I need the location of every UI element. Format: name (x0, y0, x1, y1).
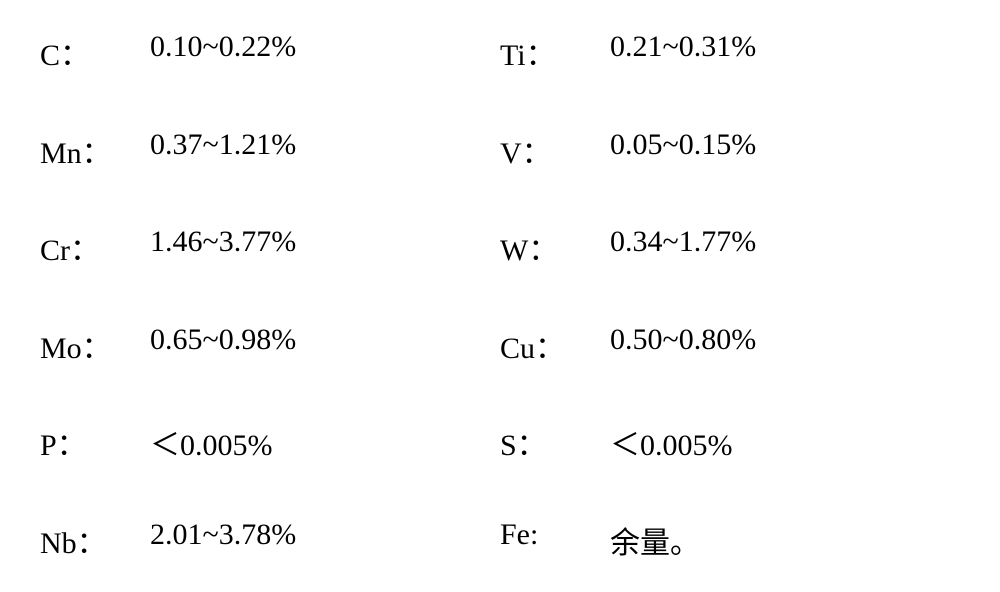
right-cell: V： 0.05~0.15% (500, 128, 960, 172)
element-value: 0.50~0.80% (610, 323, 756, 367)
right-cell: Ti： 0.21~0.31% (500, 30, 960, 74)
element-symbol: Nb： (40, 518, 150, 562)
element-value: 余量。 (610, 518, 700, 562)
element-symbol: Ti： (500, 30, 610, 74)
element-value: 0.65~0.98% (150, 323, 296, 367)
left-cell: Mo： 0.65~0.98% (40, 323, 500, 367)
composition-table: C： 0.10~0.22% Ti： 0.21~0.31% Mn： 0.37~1.… (40, 30, 960, 562)
element-value: 0.37~1.21% (150, 128, 296, 172)
right-cell: Fe: 余量。 (500, 518, 960, 562)
element-symbol: S： (500, 420, 610, 464)
right-cell: W： 0.34~1.77% (500, 225, 960, 269)
table-row: Mn： 0.37~1.21% V： 0.05~0.15% (40, 128, 960, 172)
left-cell: C： 0.10~0.22% (40, 30, 500, 74)
element-symbol: W： (500, 225, 610, 269)
element-symbol: Cu： (500, 323, 610, 367)
table-row: Nb： 2.01~3.78% Fe: 余量。 (40, 518, 960, 562)
element-value: 0.21~0.31% (610, 30, 756, 74)
element-symbol: C： (40, 30, 150, 74)
element-value: ＜0.005% (610, 420, 733, 464)
table-row: P： ＜0.005% S： ＜0.005% (40, 420, 960, 464)
element-symbol: Fe: (500, 518, 610, 562)
table-row: C： 0.10~0.22% Ti： 0.21~0.31% (40, 30, 960, 74)
element-value: 0.34~1.77% (610, 225, 756, 269)
left-cell: Nb： 2.01~3.78% (40, 518, 500, 562)
element-value: 2.01~3.78% (150, 518, 296, 562)
right-cell: Cu： 0.50~0.80% (500, 323, 960, 367)
table-row: Cr： 1.46~3.77% W： 0.34~1.77% (40, 225, 960, 269)
element-value: 1.46~3.77% (150, 225, 296, 269)
element-value: 0.05~0.15% (610, 128, 756, 172)
element-symbol: V： (500, 128, 610, 172)
right-cell: S： ＜0.005% (500, 420, 960, 464)
left-cell: Cr： 1.46~3.77% (40, 225, 500, 269)
element-symbol: Mo： (40, 323, 150, 367)
element-symbol: Mn： (40, 128, 150, 172)
left-cell: Mn： 0.37~1.21% (40, 128, 500, 172)
element-symbol: P： (40, 420, 150, 464)
element-value: 0.10~0.22% (150, 30, 296, 74)
table-row: Mo： 0.65~0.98% Cu： 0.50~0.80% (40, 323, 960, 367)
element-value: ＜0.005% (150, 420, 273, 464)
left-cell: P： ＜0.005% (40, 420, 500, 464)
element-symbol: Cr： (40, 225, 150, 269)
